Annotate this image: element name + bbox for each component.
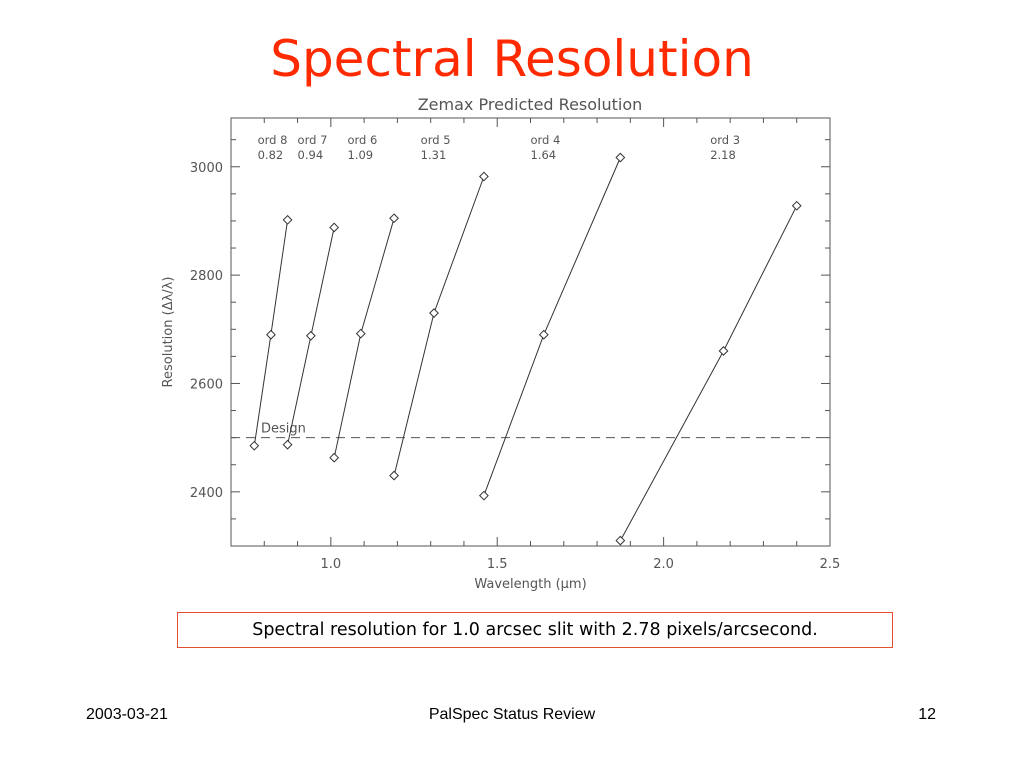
data-point (355, 328, 366, 339)
x-axis-label: Wavelength (μm) (474, 577, 586, 592)
caption-text: Spectral resolution for 1.0 arcsec slit … (252, 620, 818, 640)
data-point (791, 200, 802, 211)
series-line (333, 218, 395, 458)
order-label: ord 7 (298, 133, 328, 147)
x-tick-label: 2.0 (653, 557, 674, 572)
data-point (389, 470, 399, 481)
order-wavelength: 0.94 (298, 148, 324, 162)
series-line (619, 205, 798, 541)
order-label: ord 4 (531, 133, 561, 147)
data-point (305, 330, 316, 341)
series-lines (249, 152, 802, 546)
data-point (266, 329, 276, 340)
order-wavelength: 1.64 (531, 148, 557, 162)
series-line (483, 157, 621, 496)
data-point (718, 346, 729, 356)
data-point (249, 440, 260, 451)
order-label: ord 6 (347, 133, 377, 147)
order-wavelength: 2.18 (710, 148, 736, 162)
data-point (389, 213, 399, 224)
order-wavelength: 1.09 (347, 148, 373, 162)
page-number: 12 (918, 706, 936, 723)
data-point (615, 535, 626, 546)
data-point (479, 490, 489, 501)
x-tick-label: 1.5 (487, 557, 508, 572)
order-labels: ord 80.82 ord 70.94 ord 61.09 ord 51.31 ord … (258, 133, 740, 162)
caption-box: Spectral resolution for 1.0 arcsec slit … (177, 612, 893, 648)
y-tick-label: 2400 (190, 486, 223, 501)
design-reference: Design (231, 422, 830, 439)
slide-title: Spectral Resolution (270, 30, 754, 88)
series-line (393, 176, 485, 476)
x-tick-label: 2.5 (820, 557, 841, 572)
order-wavelength: 1.31 (421, 148, 447, 162)
data-point (429, 308, 439, 318)
design-label: Design (261, 422, 306, 437)
resolution-chart: Zemax Predicted Resolution 1.0 1.5 2.0 2.5 2… (150, 88, 870, 598)
y-axis-label: Resolution (Δλ/λ) (161, 277, 176, 388)
y-tick-label: 3000 (190, 161, 223, 176)
order-label: ord 8 (258, 133, 288, 147)
chart-title: Zemax Predicted Resolution (418, 95, 643, 114)
data-point (479, 171, 489, 182)
data-point (538, 329, 549, 340)
data-point (615, 152, 626, 163)
y-tick-label: 2600 (190, 377, 223, 392)
footer-date: 2003-03-21 (86, 706, 168, 723)
data-point (282, 214, 293, 225)
order-wavelength: 0.82 (258, 148, 284, 162)
footer-presentation-title: PalSpec Status Review (428, 706, 596, 723)
data-point (329, 222, 340, 233)
chart-svg: Zemax Predicted Resolution 1.0 1.5 2.0 2.5 2… (161, 95, 840, 592)
data-point (329, 452, 340, 463)
plot-frame (230, 117, 831, 547)
axis-ticks: 1.0 1.5 2.0 2.5 2400 2600 2800 3000 (190, 118, 840, 572)
data-point (282, 439, 293, 450)
x-tick-label: 1.0 (320, 557, 341, 572)
order-label: ord 5 (421, 133, 451, 147)
order-label: ord 3 (710, 133, 740, 147)
y-tick-label: 2800 (190, 269, 223, 284)
